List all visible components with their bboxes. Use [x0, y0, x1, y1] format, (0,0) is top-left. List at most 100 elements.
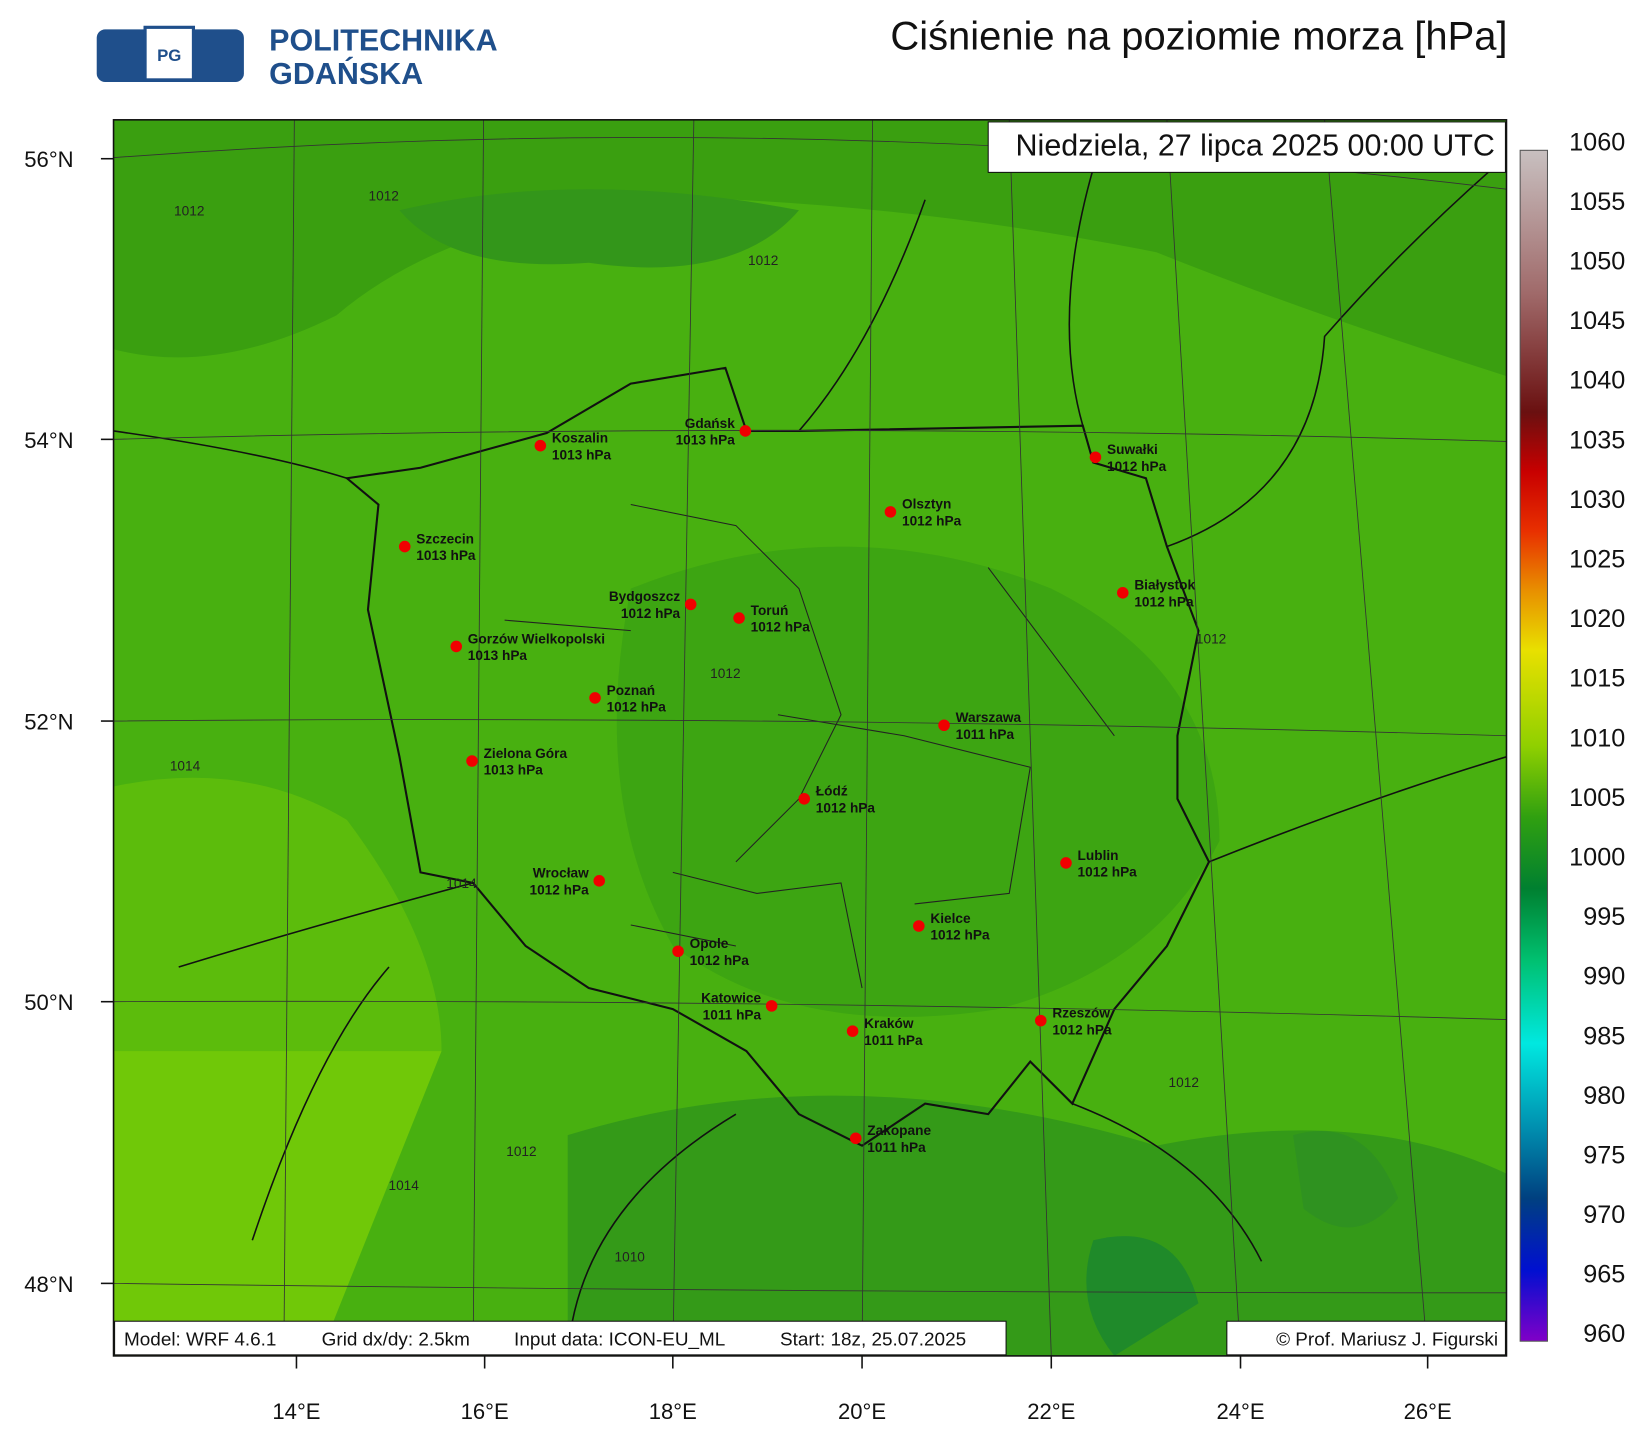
contour-label: 1010 — [615, 1249, 646, 1264]
colorbar-label: 1000 — [1569, 843, 1625, 871]
lon-label: 18°E — [649, 1399, 697, 1424]
lon-label: 24°E — [1216, 1399, 1264, 1424]
city-name: Poznań — [607, 683, 656, 698]
city-marker — [593, 875, 606, 887]
city-marker — [672, 945, 684, 958]
city-marker — [466, 755, 478, 767]
city-name: Opole — [690, 936, 729, 951]
city-marker — [938, 719, 950, 732]
colorbar-label: 985 — [1583, 1022, 1625, 1050]
lon-label: 26°E — [1404, 1399, 1452, 1424]
city-name: Katowice — [701, 991, 761, 1006]
colorbar-label: 1025 — [1569, 545, 1625, 573]
city-marker — [739, 425, 752, 437]
colorbar-label: 990 — [1583, 963, 1625, 991]
contour-label: 1014 — [446, 876, 477, 891]
colorbar-label: 1030 — [1569, 486, 1625, 514]
city-name: Gorzów Wielkopolski — [468, 631, 605, 646]
city-marker — [798, 793, 811, 805]
city-name: Białystok — [1134, 578, 1195, 593]
map: 1012 1012 1012 1012 1012 1014 1014 1012 1012 1014… — [113, 119, 1507, 1356]
colorbar — [1519, 149, 1549, 1342]
colorbar-label: 960 — [1583, 1320, 1625, 1348]
city-pressure: 1013 hPa — [676, 433, 736, 448]
lon-label: 22°E — [1027, 1399, 1075, 1424]
city-marker — [1116, 587, 1129, 599]
city-pressure: 1012 hPa — [1078, 865, 1138, 880]
contour-label: 1012 — [506, 1144, 536, 1159]
city-pressure: 1012 hPa — [690, 953, 750, 968]
city-pressure: 1012 hPa — [529, 882, 589, 897]
contour-label: 1012 — [1196, 631, 1226, 646]
city-marker — [913, 920, 925, 932]
contour-label: 1012 — [748, 253, 778, 268]
city-pressure: 1013 hPa — [484, 763, 544, 778]
lon-label: 14°E — [272, 1399, 320, 1424]
colorbar-label: 1020 — [1569, 605, 1625, 633]
city-name: Suwałki — [1107, 442, 1158, 457]
city-pressure: 1011 hPa — [864, 1033, 923, 1048]
city-pressure: 1012 hPa — [1134, 594, 1194, 609]
colorbar-label: 1055 — [1569, 188, 1625, 216]
colorbar-label: 1050 — [1569, 248, 1625, 276]
contour-label: 1014 — [388, 1178, 419, 1193]
city-marker — [1060, 857, 1072, 869]
city-name: Koszalin — [552, 431, 608, 446]
city-name: Szczecin — [416, 531, 474, 546]
contour-label: 1012 — [174, 203, 204, 218]
city-pressure: 1011 hPa — [867, 1140, 926, 1155]
contour-label: 1014 — [170, 758, 201, 773]
city-marker — [1089, 451, 1102, 464]
city-pressure: 1012 hPa — [751, 620, 811, 635]
city-marker — [534, 439, 547, 452]
colorbar-label: 965 — [1583, 1261, 1625, 1289]
lon-label: 20°E — [838, 1399, 886, 1424]
city-name: Zakopane — [867, 1123, 931, 1138]
city-name: Rzeszów — [1052, 1005, 1110, 1020]
timestamp: Niedziela, 27 lipca 2025 00:00 UTC — [1016, 129, 1495, 163]
svg-text:PG: PG — [157, 46, 181, 65]
city-marker — [589, 692, 601, 704]
city-pressure: 1012 hPa — [607, 700, 667, 715]
title: Ciśnienie na poziomie morza [hPa] — [890, 14, 1507, 58]
city-marker — [733, 612, 745, 624]
logo-text: POLITECHNIKA — [269, 23, 498, 57]
credit: © Prof. Mariusz J. Figurski — [1276, 1329, 1498, 1350]
city-pressure: 1012 hPa — [816, 800, 876, 815]
lat-label: 52°N — [24, 709, 73, 734]
city-pressure: 1013 hPa — [552, 447, 612, 462]
city-name: Olsztyn — [902, 497, 951, 512]
footer-text: Grid dx/dy: 2.5km — [322, 1329, 470, 1350]
colorbar-label: 1015 — [1569, 665, 1625, 693]
city-marker — [846, 1025, 859, 1037]
colorbar-label: 995 — [1583, 903, 1625, 931]
colorbar-label: 975 — [1583, 1141, 1625, 1169]
lat-label: 54°N — [24, 428, 73, 453]
city-marker — [884, 506, 897, 518]
city-name: Łódź — [816, 784, 848, 799]
city-pressure: 1013 hPa — [416, 548, 476, 563]
city-marker — [765, 1000, 778, 1012]
colorbar-label: 1005 — [1569, 784, 1625, 812]
city-marker — [684, 598, 697, 611]
logo-text: GDAŃSKA — [269, 56, 423, 91]
lat-label: 48°N — [24, 1272, 73, 1297]
city-marker — [849, 1132, 862, 1145]
footer-text: Model: WRF 4.6.1 — [124, 1329, 276, 1350]
lon-label: 16°E — [461, 1399, 509, 1424]
city-marker — [398, 540, 411, 553]
city-pressure: 1011 hPa — [956, 727, 1015, 742]
city-pressure: 1012 hPa — [930, 928, 990, 943]
contour-label: 1012 — [369, 189, 399, 204]
city-pressure: 1012 hPa — [1052, 1022, 1112, 1037]
city-pressure: 1012 hPa — [1107, 459, 1167, 474]
city-pressure: 1013 hPa — [468, 648, 528, 663]
city-name: Kielce — [930, 911, 971, 926]
city-name: Zielona Góra — [484, 746, 568, 761]
footer-text: Start: 18z, 25.07.2025 — [780, 1329, 966, 1350]
colorbar-label: 970 — [1583, 1201, 1625, 1229]
city-pressure: 1012 hPa — [902, 514, 962, 529]
colorbar-label: 1045 — [1569, 307, 1625, 335]
